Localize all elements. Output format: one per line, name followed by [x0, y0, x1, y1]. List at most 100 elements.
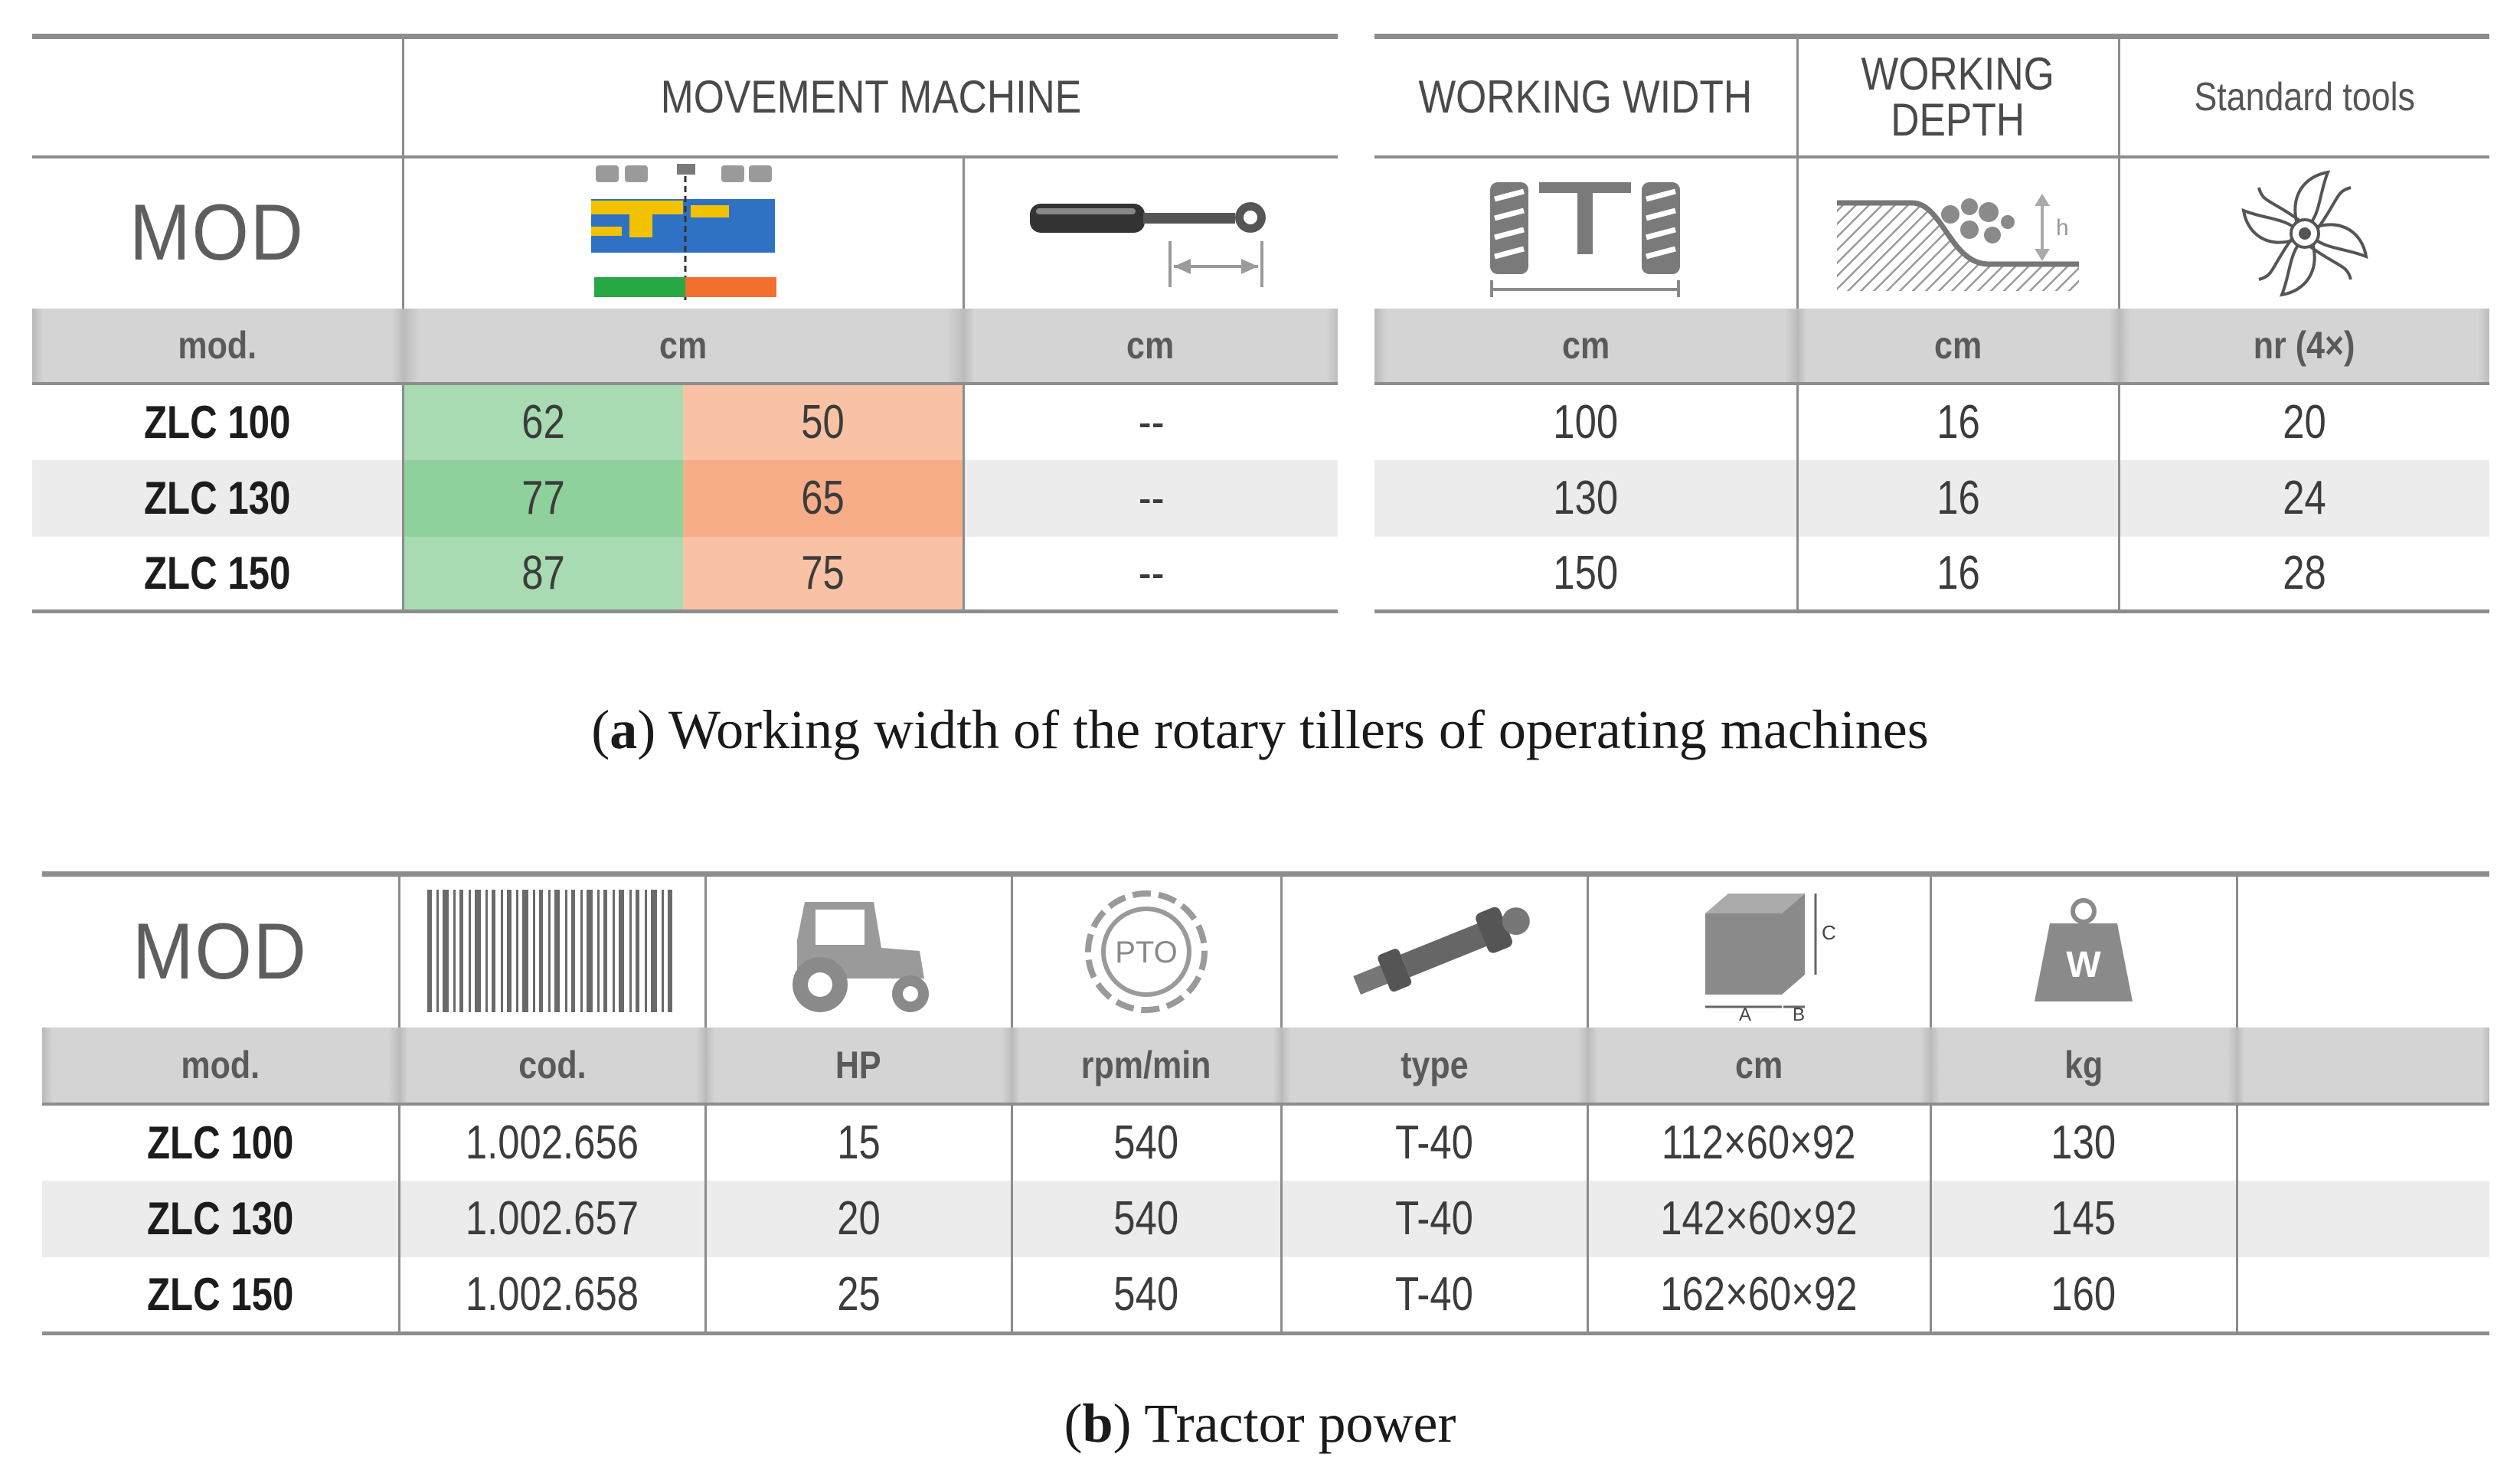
shaft-icon-cell	[1281, 871, 1589, 1028]
empty-cell	[2237, 1256, 2489, 1335]
right-shift-cell: 50	[683, 383, 965, 460]
code-cell: 1.002.657	[399, 1180, 707, 1257]
kg-cell: 160	[1930, 1256, 2238, 1335]
hydraulic-cell: --	[1138, 396, 1165, 449]
model-cell: ZLC 130	[32, 459, 404, 537]
table-row: ZLC 150 87 75 --	[32, 536, 1338, 613]
hydraulic-cell: --	[963, 536, 1338, 613]
movement-machine-title: MOVEMENT MACHINE	[660, 70, 1082, 123]
model-cell: ZLC 100	[32, 383, 404, 460]
unit-mod: mod.	[42, 1027, 399, 1106]
kg-cell: 145	[1930, 1180, 2238, 1257]
hp-cell: 15	[705, 1103, 1013, 1181]
tractor-icon-cell	[705, 871, 1013, 1028]
type-cell: T-40	[1281, 1180, 1589, 1257]
kg-cell: 130	[1930, 1103, 2238, 1181]
width-cell: 150	[1374, 536, 1799, 613]
weight-icon-cell: W	[1930, 871, 2238, 1028]
unit-kg: kg	[1930, 1027, 2237, 1106]
caption-a-label: a	[610, 699, 638, 760]
table-row: 150 16 28	[1374, 536, 2489, 613]
tractor-icon	[793, 902, 929, 1013]
model-cell: ZLC 150	[42, 1256, 400, 1335]
machine-shift-icon	[591, 163, 776, 300]
pto-speed-icon: PTO	[1085, 890, 1208, 1014]
depth-cell: 16	[1797, 383, 2120, 460]
right-shift-cell: 65	[683, 459, 965, 537]
hp-cell: 25	[705, 1256, 1013, 1335]
pto-label: PTO	[1115, 936, 1178, 969]
standard-tools-icon-cell	[2119, 157, 2489, 309]
unit-tools: nr (4×)	[2119, 308, 2489, 385]
hydraulic-cylinder-icon	[1030, 201, 1267, 287]
unit-width: cm	[1374, 308, 1797, 385]
weight-label: W	[2066, 945, 2101, 985]
mod-header-cell: MOD	[32, 156, 404, 309]
working-width-title: WORKING WIDTH	[1418, 70, 1753, 123]
working-depth-icon-cell: h	[1797, 156, 2120, 309]
working-width-heading: WORKING WIDTH	[1374, 34, 1799, 158]
table-a-specs: WORKING WIDTH WORKING DEPTH Standard too…	[1374, 34, 2489, 613]
table-row: 130 16 24	[1374, 459, 2489, 537]
dimensions-icon-cell: C A B	[1587, 871, 1932, 1028]
empty-cell	[2237, 1104, 2489, 1181]
weight-icon: W	[2035, 898, 2133, 1002]
hydraulic-cell: --	[963, 459, 1338, 537]
table-row: ZLC 100 62 50 --	[32, 383, 1338, 460]
left-shift-cell: 87	[403, 536, 683, 613]
caption-b: (b) Tractor power	[1064, 1393, 1456, 1454]
working-depth-heading: WORKING DEPTH	[1797, 34, 2120, 158]
standard-tools-title: Standard tools	[2194, 74, 2415, 119]
depth-letter-h: h	[2056, 215, 2069, 240]
barcode-icon	[427, 890, 672, 1013]
hp-cell: 20	[705, 1180, 1013, 1257]
unit-movement: cm	[403, 308, 963, 385]
working-depth-title-line2: DEPTH	[1891, 93, 2025, 145]
working-width-icon	[1490, 181, 1681, 297]
unit-hydraulic: cm	[963, 308, 1338, 385]
empty-header-cell	[2237, 871, 2489, 1028]
working-width-icon-cell	[1374, 156, 1799, 309]
right-shift-cell: 75	[683, 536, 965, 613]
caption-a-text: Working width of the rotary tillers of o…	[668, 699, 1929, 760]
dims-cell: 162×60×92	[1587, 1256, 1932, 1335]
table-row: ZLC 130 77 65 --	[32, 459, 1338, 537]
barcode-icon-cell	[399, 871, 707, 1028]
mod-label: MOD	[129, 188, 305, 277]
left-shift-cell: 62	[403, 383, 683, 460]
unit-mod: mod.	[32, 308, 403, 385]
table-row: ZLC 150 1.002.658 25 540 T-40 162×60×92 …	[42, 1256, 2489, 1335]
rotor-blades-icon	[2241, 169, 2368, 297]
caption-b-text: Tractor power	[1144, 1393, 1456, 1454]
model-cell: ZLC 130	[42, 1180, 400, 1257]
table-row: ZLC 100 1.002.656 15 540 T-40 112×60×92 …	[42, 1103, 2489, 1181]
code-cell: 1.002.658	[399, 1256, 707, 1335]
caption-a: (a) Working width of the rotary tillers …	[591, 699, 1929, 760]
left-shift-cell: 77	[403, 459, 683, 537]
standard-tools-heading: Standard tools	[2119, 34, 2489, 158]
unit-hp: HP	[705, 1027, 1012, 1106]
unit-type: type	[1281, 1027, 1587, 1106]
dims-cell: 142×60×92	[1587, 1180, 1932, 1257]
working-depth-icon: h	[1837, 193, 2079, 291]
mod-label: MOD	[132, 907, 308, 996]
code-cell: 1.002.656	[399, 1103, 707, 1181]
type-cell: T-40	[1281, 1103, 1589, 1181]
unit-empty	[2237, 1027, 2489, 1106]
unit-cm: cm	[1587, 1027, 1930, 1106]
table-a-movement: MOVEMENT MACHINE MOD	[32, 34, 1338, 613]
tools-cell: 20	[2283, 396, 2327, 449]
mod-header-cell: MOD	[42, 871, 400, 1028]
depth-cell: 16	[1797, 536, 2120, 613]
dim-b: B	[1793, 1005, 1805, 1021]
box-dimensions-icon: C A B	[1705, 894, 1835, 1021]
width-cell: 100	[1374, 383, 1799, 460]
pto-shaft-icon	[1353, 907, 1530, 995]
movement-machine-heading: MOVEMENT MACHINE	[403, 34, 1338, 158]
tools-cell: 24	[2119, 459, 2489, 537]
width-cell: 130	[1374, 459, 1799, 537]
table-row: 100 16 20	[1374, 383, 2489, 460]
tools-cell: 28	[2119, 536, 2489, 613]
table-b-tractor-power: MOD	[42, 871, 2489, 1335]
dims-cell: 112×60×92	[1587, 1103, 1932, 1181]
